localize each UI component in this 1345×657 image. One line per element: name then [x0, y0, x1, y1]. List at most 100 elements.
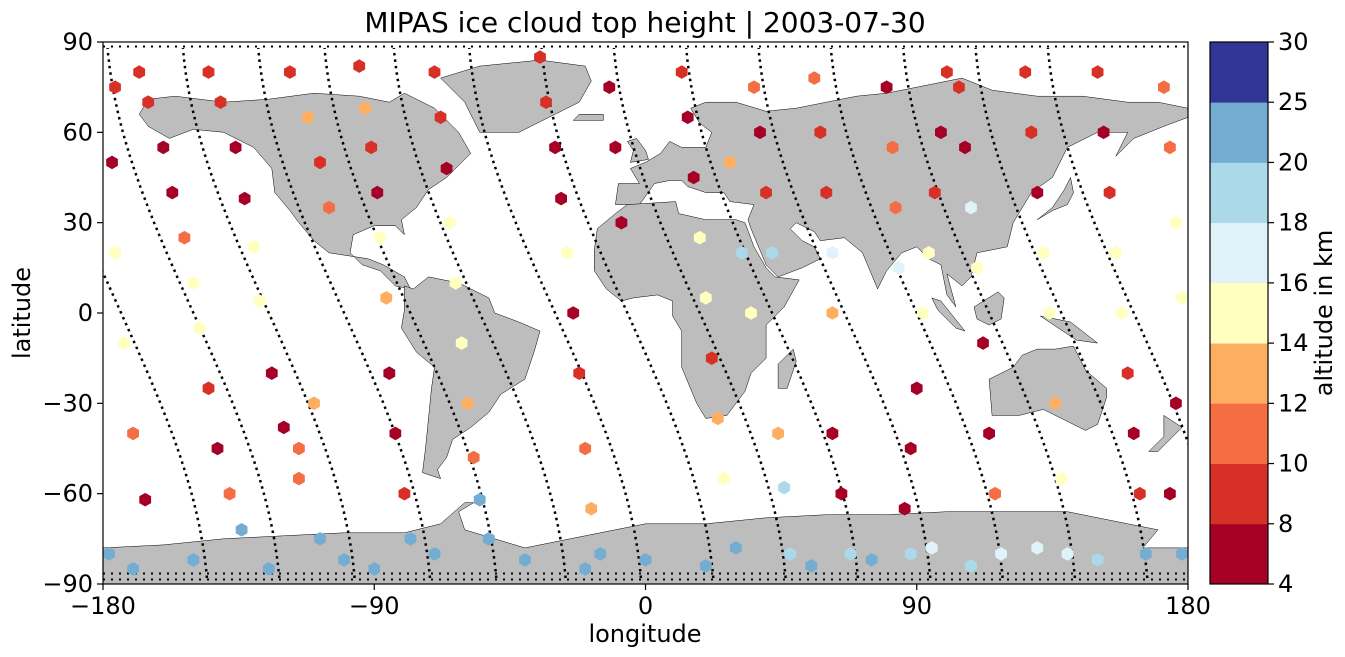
colorbar-label: altitude in km [1310, 230, 1338, 397]
cloud-point [139, 492, 152, 507]
x-axis-ticks: −180 −90 0 90 180 [70, 584, 1211, 620]
cloud-point [699, 559, 712, 573]
cloud-point [835, 486, 848, 501]
orbit-tracks [103, 45, 1188, 581]
cloud-point [467, 450, 480, 465]
cloud-point [293, 441, 305, 456]
colorbar-tick-label: 8 [1278, 510, 1293, 538]
cloud-point [603, 80, 616, 94]
orbit-track-15 [1046, 47, 1188, 447]
cloud-point [229, 140, 242, 155]
colorbar-segment [1210, 343, 1268, 404]
colorbar-tick-label: 12 [1278, 389, 1309, 417]
cloud-point [440, 161, 453, 176]
cloud-point [109, 246, 121, 260]
land-north-america [138, 92, 472, 290]
cloud-point [904, 547, 917, 561]
cloud-point [133, 65, 146, 79]
land-madagascar [777, 348, 797, 389]
cloud-point [109, 80, 121, 94]
cloud-point [374, 230, 387, 245]
cloud-point [371, 185, 384, 200]
orbit-track-8 [540, 47, 715, 579]
land-sumatra [931, 297, 966, 332]
cloud-point [308, 396, 320, 411]
cloud-point [118, 336, 130, 350]
cloud-point [699, 291, 712, 305]
cloud-point [1170, 396, 1182, 411]
orbit-track-12 [829, 47, 1004, 579]
colorbar: 4 8 10 12 14 16 18 20 25 30 [1209, 28, 1309, 598]
colorbar-tick-label: 30 [1278, 28, 1309, 56]
cloud-point [314, 532, 326, 546]
colorbar-tick-label: 18 [1278, 209, 1309, 237]
cloud-point [398, 486, 411, 501]
cloud-point [534, 50, 546, 64]
cloud-point [1061, 547, 1074, 561]
cloud-point [262, 562, 275, 576]
y-axis-ticks: −90 −60 −30 0 30 60 90 [42, 28, 103, 598]
x-tick-label: 180 [1165, 592, 1211, 620]
cloud-point [1091, 553, 1104, 567]
orbit-track-1 [103, 269, 209, 579]
colorbar-tick-label: 16 [1278, 269, 1309, 297]
cloud-point [1031, 541, 1044, 555]
colorbar-segment [1210, 523, 1268, 585]
cloud-point [338, 553, 350, 567]
cloud-point [323, 200, 335, 215]
orbit-track-10 [684, 47, 860, 579]
cloud-point [157, 140, 170, 155]
cloud-point [736, 246, 748, 260]
cloud-point [1109, 246, 1122, 260]
cloud-point [1127, 426, 1140, 441]
cloud-point [482, 532, 495, 546]
cloud-point [365, 140, 378, 155]
cloud-point [1158, 80, 1170, 94]
cloud-point [443, 215, 456, 230]
x-tick-label: −90 [349, 592, 400, 620]
x-tick-label: −180 [70, 592, 136, 620]
orbit-track-7 [467, 47, 643, 579]
cloud-point [711, 411, 724, 426]
cloud-point [434, 110, 447, 125]
cloud-point [235, 523, 248, 537]
cloud-point [965, 559, 977, 573]
cloud-point [910, 381, 923, 396]
cloud-point [1139, 547, 1152, 561]
cloud-point [745, 306, 757, 320]
orbit-track-3 [181, 47, 356, 579]
cloud-point [202, 381, 215, 396]
cloud-point [718, 471, 730, 486]
cloud-point [519, 553, 531, 567]
cloud-point [865, 553, 878, 567]
cloud-point [826, 306, 839, 320]
cloud-point [579, 562, 592, 576]
cloud-point [540, 95, 552, 109]
colorbar-segment [1210, 102, 1268, 163]
cloud-point [724, 155, 736, 170]
land-greenland [440, 59, 592, 133]
cloud-point [594, 547, 607, 561]
cloud-point [1103, 185, 1116, 200]
cloud-point [428, 547, 441, 561]
cloud-point [238, 191, 251, 206]
cloud-point [805, 559, 818, 573]
cloud-point [1043, 306, 1056, 320]
cloud-point [1031, 185, 1044, 200]
orbit-track-2 [106, 47, 281, 579]
cloud-point [302, 110, 314, 125]
cloud-point [977, 336, 989, 350]
cloud-point [687, 170, 700, 185]
orbit-track-6 [392, 47, 567, 579]
colorbar-segment [1210, 162, 1268, 224]
cloud-point [772, 426, 784, 441]
cloud-point [965, 200, 977, 215]
cloud-point [693, 230, 706, 245]
cloud-point [187, 276, 200, 290]
cloud-point [904, 441, 917, 456]
cloud-point [473, 492, 486, 507]
cloud-point [808, 71, 821, 85]
x-tick-label: 90 [901, 592, 932, 620]
cloud-point [383, 366, 396, 380]
